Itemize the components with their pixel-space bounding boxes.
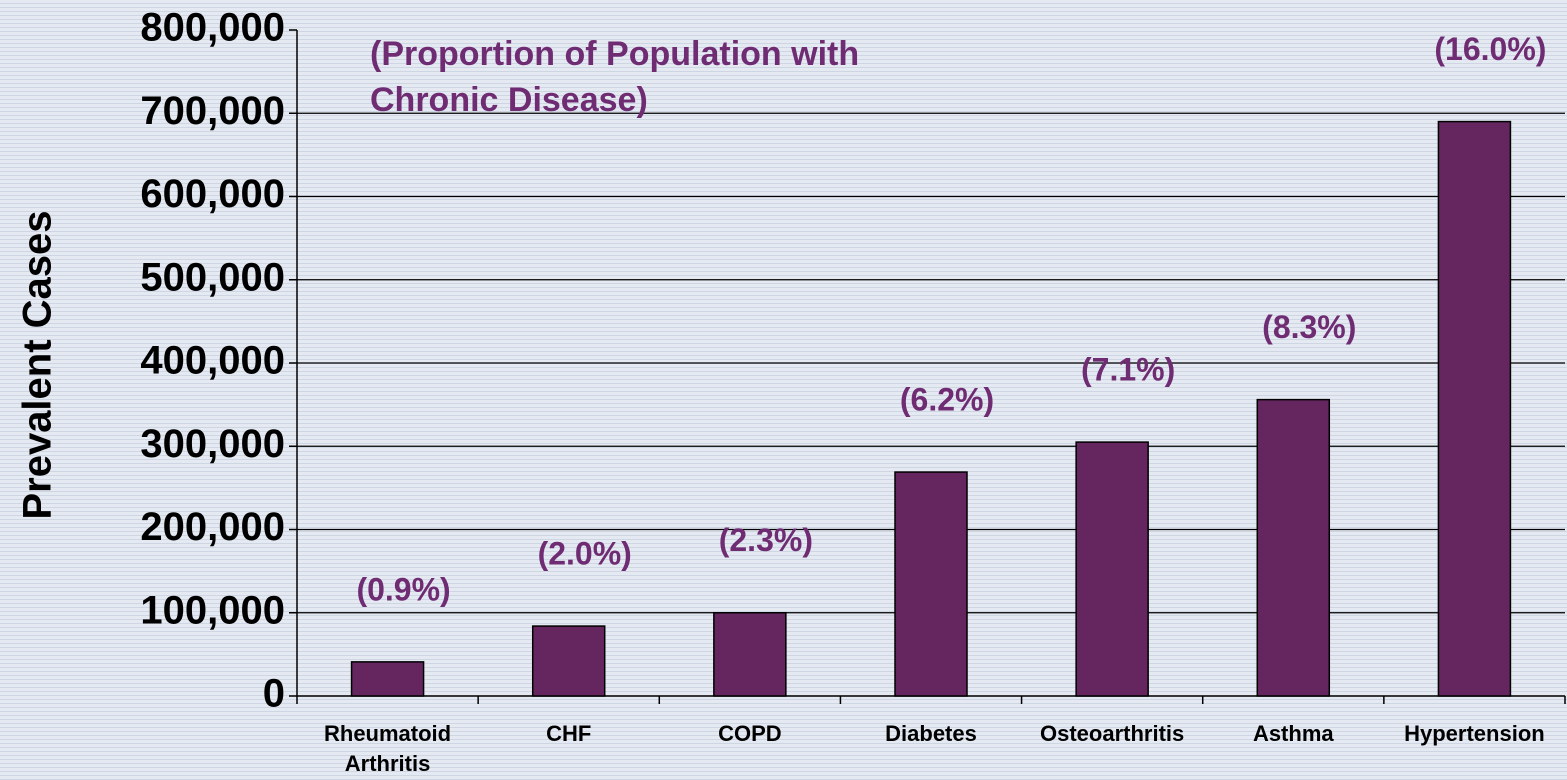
bar xyxy=(350,661,425,697)
x-tick-label: Asthma xyxy=(1253,721,1334,746)
x-tick-label: CHF xyxy=(546,721,591,746)
y-axis-label: Prevalent Cases xyxy=(16,210,60,519)
bar xyxy=(531,625,606,697)
y-tick-label: 700,000 xyxy=(140,89,285,133)
y-tick-label: 100,000 xyxy=(140,588,285,632)
proportion-label: (16.0%) xyxy=(1434,31,1546,67)
x-tick-label-line: Rheumatoid xyxy=(324,721,451,746)
y-tick-label: 500,000 xyxy=(140,255,285,299)
y-tick-label: 0 xyxy=(263,672,285,716)
y-tick-label: 800,000 xyxy=(140,6,285,50)
y-tick-label: 600,000 xyxy=(140,172,285,216)
bar xyxy=(713,612,787,697)
proportion-label: (7.1%) xyxy=(1081,352,1175,388)
proportion-label: (0.9%) xyxy=(356,571,450,607)
x-tick-label: Hypertension xyxy=(1404,721,1545,746)
x-tick-label: Rheumatoid Arthritis xyxy=(324,721,451,776)
annotation: (Proportion of Population with xyxy=(370,35,859,73)
bar xyxy=(1437,120,1512,697)
y-tick-label: 400,000 xyxy=(140,339,285,383)
y-tick-label: 200,000 xyxy=(140,505,285,549)
x-tick-label: COPD xyxy=(718,721,782,746)
proportion-label: (2.0%) xyxy=(538,536,632,572)
y-tick-label: 300,000 xyxy=(140,422,285,466)
bar xyxy=(894,471,968,697)
proportion-label: (2.3%) xyxy=(719,522,813,558)
x-tick-label: Osteoarthritis xyxy=(1040,721,1184,746)
proportion-label: (8.3%) xyxy=(1262,309,1356,345)
bar xyxy=(1075,441,1149,697)
annotation: Chronic Disease) xyxy=(370,81,648,119)
x-tick-label-line: Arthritis xyxy=(345,751,431,776)
bar xyxy=(1256,398,1331,697)
x-tick-label: Diabetes xyxy=(885,721,977,746)
proportion-label: (6.2%) xyxy=(900,382,994,418)
